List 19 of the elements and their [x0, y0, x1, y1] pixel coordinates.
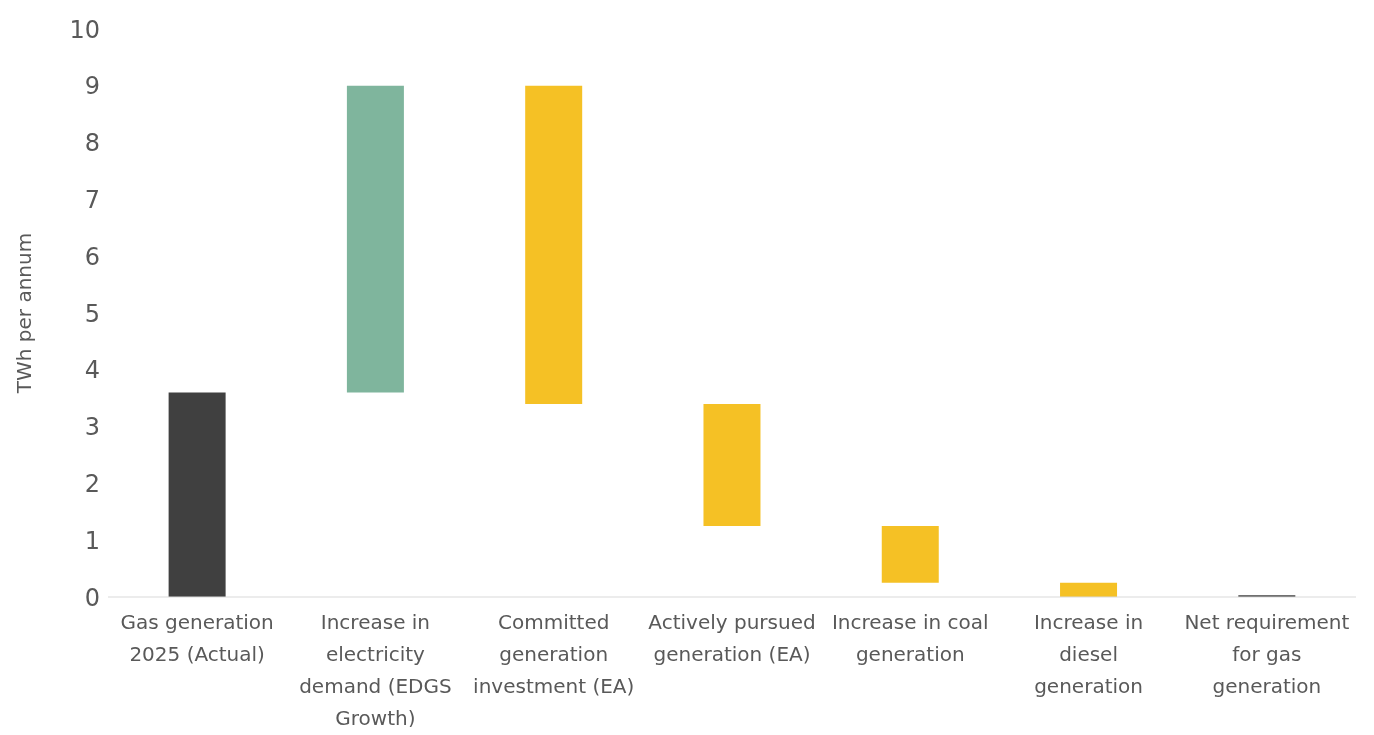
y-tick-label: 7 [84, 185, 100, 214]
y-tick-label: 0 [84, 583, 100, 612]
y-tick-label: 10 [69, 15, 100, 44]
y-tick-label: 8 [84, 129, 100, 158]
x-tick-label: Increase in electricity demand (EDGS Growth) [299, 610, 452, 730]
x-tick-label: Gas generation 2025 (Actual) [120, 610, 274, 666]
x-tick-label: Increase in coal generation [831, 610, 989, 666]
y-tick-label: 2 [84, 469, 100, 498]
x-tick-label: Committed generation investment (EA) [473, 610, 635, 698]
x-tick-label: Actively pursued generation (EA) [648, 610, 816, 666]
y-tick-label: 4 [84, 356, 100, 385]
y-tick-label: 3 [84, 413, 100, 442]
x-tick-label: Net requirement for gas generation [1184, 610, 1350, 698]
y-tick-label: 6 [84, 242, 100, 271]
y-tick-label: 9 [84, 72, 100, 101]
y-tick-label: 1 [84, 526, 100, 555]
y-tick-label: 5 [84, 299, 100, 328]
y-axis-title: TWh per annum [12, 232, 37, 395]
x-tick-label: Increase in diesel generation [1033, 610, 1144, 698]
